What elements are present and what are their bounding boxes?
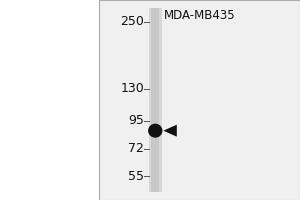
Bar xyxy=(149,8,162,192)
Polygon shape xyxy=(163,125,177,137)
Text: 95: 95 xyxy=(128,114,144,127)
Bar xyxy=(99,0,300,200)
Text: MDA-MB435: MDA-MB435 xyxy=(164,9,235,22)
Text: 130: 130 xyxy=(121,82,144,95)
Text: 250: 250 xyxy=(120,15,144,28)
Bar xyxy=(152,8,159,192)
Ellipse shape xyxy=(148,124,163,138)
Text: 55: 55 xyxy=(128,170,144,183)
Text: 72: 72 xyxy=(128,142,144,155)
